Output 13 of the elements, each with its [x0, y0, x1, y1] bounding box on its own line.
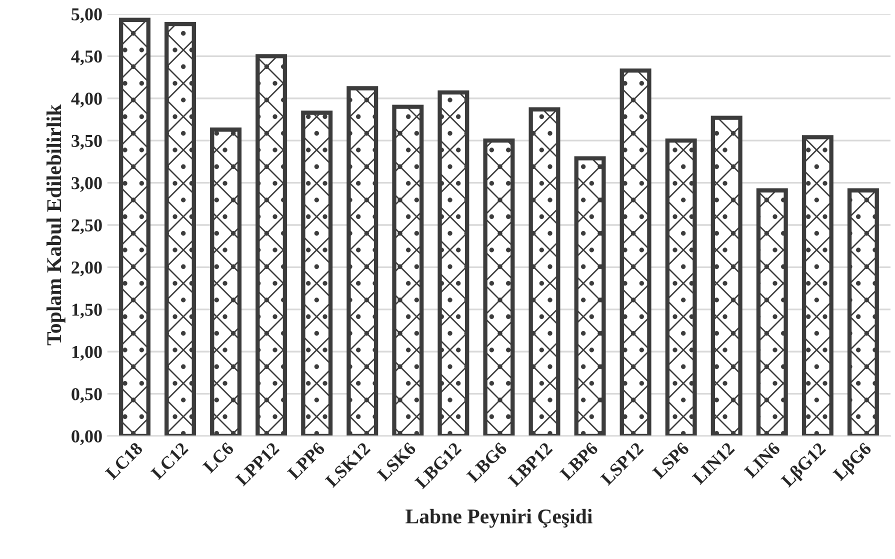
y-tick-label: 5,00 [72, 8, 102, 24]
y-tick-label: 2,50 [72, 219, 102, 234]
y-tick-label: 1,50 [72, 304, 102, 318]
y-tick-label: 0,50 [72, 388, 102, 403]
y-tick-label: 3,50 [72, 134, 102, 150]
y-axis-title: Toplam Kabul Edilebilirlik [46, 104, 66, 346]
y-tick-label: 0,00 [72, 430, 102, 446]
y-tick-label: 1,00 [72, 346, 102, 361]
y-tick-label: 4,50 [71, 50, 102, 66]
y-tick-label: 3,00 [72, 177, 102, 192]
y-tick-label: 2,00 [72, 261, 102, 276]
x-axis-title: Labne Peyniri Çeşidi [406, 508, 592, 528]
y-tick-label: 4,00 [71, 92, 102, 108]
